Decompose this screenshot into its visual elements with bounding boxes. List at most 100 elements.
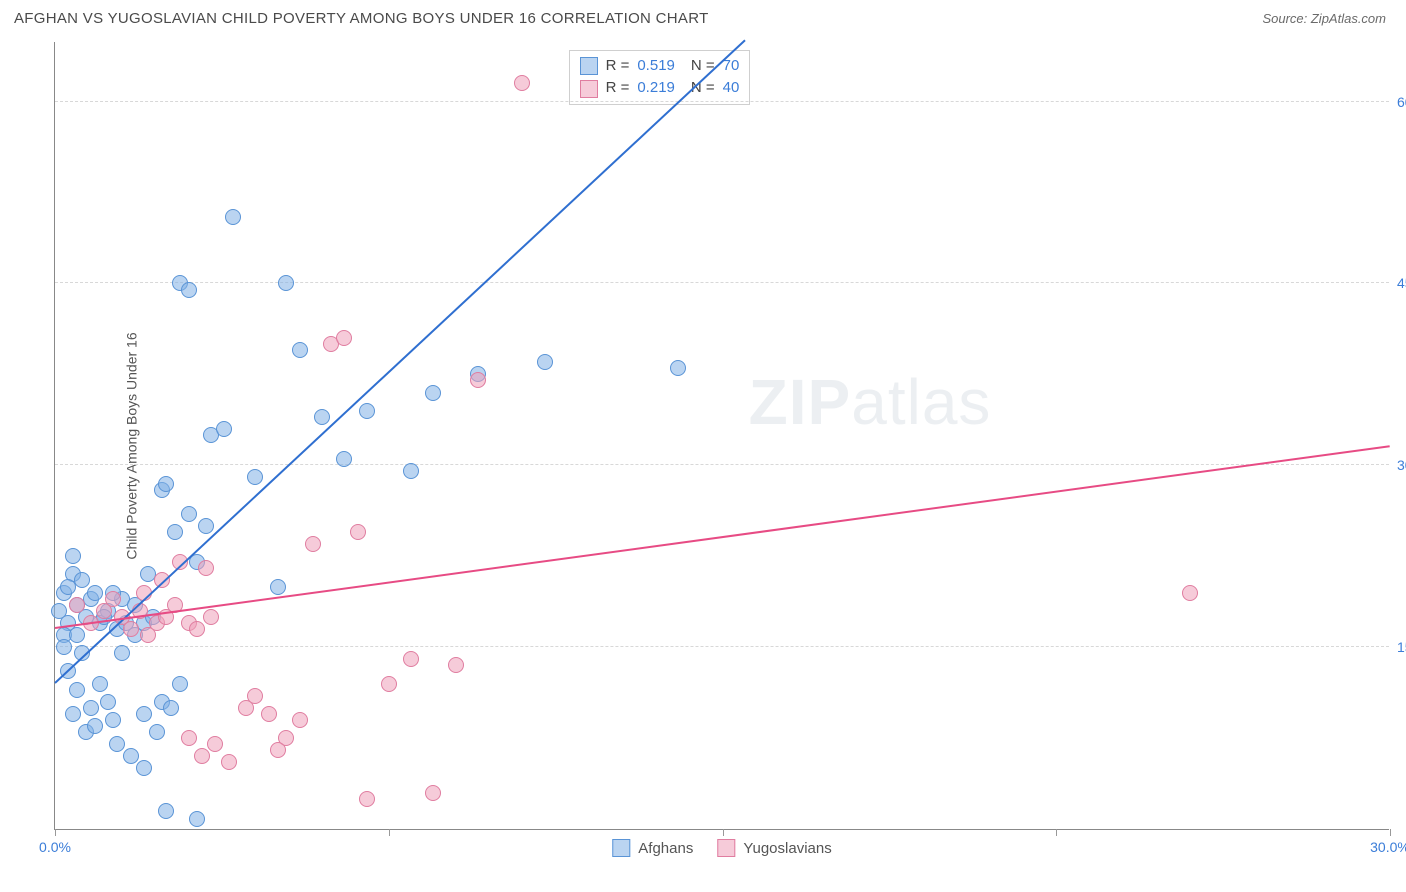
data-point-yugoslavians [381,676,397,692]
data-point-afghans [167,524,183,540]
data-point-afghans [403,463,419,479]
legend: Afghans Yugoslavians [612,839,831,857]
data-point-afghans [136,706,152,722]
gridline [55,101,1389,102]
data-point-afghans [670,360,686,376]
y-tick-label: 45.0% [1397,275,1406,291]
data-point-afghans [270,579,286,595]
data-point-afghans [87,585,103,601]
data-point-afghans [163,700,179,716]
data-point-yugoslavians [203,609,219,625]
data-point-afghans [87,718,103,734]
data-point-yugoslavians [336,330,352,346]
data-point-afghans [51,603,67,619]
stat-r-afghans: 0.519 [637,55,675,78]
y-tick-label: 60.0% [1397,94,1406,110]
data-point-yugoslavians [514,75,530,91]
data-point-yugoslavians [359,791,375,807]
data-point-afghans [225,209,241,225]
data-point-yugoslavians [403,651,419,667]
data-point-yugoslavians [247,688,263,704]
gridline [55,464,1389,465]
data-point-yugoslavians [270,742,286,758]
data-point-afghans [336,451,352,467]
data-point-afghans [278,275,294,291]
data-point-afghans [105,712,121,728]
data-point-afghans [198,518,214,534]
legend-label: Afghans [638,840,693,857]
data-point-yugoslavians [207,736,223,752]
data-point-afghans [136,760,152,776]
x-tick-mark [1056,829,1057,836]
y-tick-label: 30.0% [1397,457,1406,473]
watermark: ZIPatlas [749,365,992,439]
x-tick-label: 0.0% [39,839,71,855]
data-point-afghans [65,706,81,722]
x-tick-label: 30.0% [1370,839,1406,855]
x-tick-mark [723,829,724,836]
y-tick-label: 15.0% [1397,639,1406,655]
data-point-afghans [114,645,130,661]
stat-r-yugoslavians: 0.219 [637,77,675,100]
x-tick-mark [55,829,56,836]
data-point-yugoslavians [448,657,464,673]
data-point-afghans [425,385,441,401]
data-point-afghans [247,469,263,485]
data-point-yugoslavians [261,706,277,722]
legend-item-yugoslavians: Yugoslavians [717,839,831,857]
data-point-afghans [109,736,125,752]
trendline-afghans [54,39,745,683]
data-point-afghans [537,354,553,370]
data-point-afghans [100,694,116,710]
legend-label: Yugoslavians [743,840,831,857]
data-point-afghans [172,676,188,692]
data-point-yugoslavians [470,372,486,388]
data-point-afghans [123,748,139,764]
data-point-yugoslavians [1182,585,1198,601]
data-point-afghans [181,282,197,298]
data-point-yugoslavians [194,748,210,764]
gridline [55,646,1389,647]
x-tick-mark [389,829,390,836]
stat-r-label: R = [606,77,630,100]
data-point-yugoslavians [350,524,366,540]
data-point-yugoslavians [198,560,214,576]
data-point-yugoslavians [305,536,321,552]
swatch-afghans [580,57,598,75]
swatch-yugoslavians [580,80,598,98]
data-point-afghans [292,342,308,358]
data-point-afghans [158,803,174,819]
data-point-yugoslavians [425,785,441,801]
data-point-yugoslavians [221,754,237,770]
data-point-afghans [149,724,165,740]
data-point-afghans [314,409,330,425]
stat-r-label: R = [606,55,630,78]
gridline [55,282,1389,283]
legend-item-afghans: Afghans [612,839,693,857]
legend-swatch-afghans [612,839,630,857]
legend-swatch-yugoslavians [717,839,735,857]
data-point-yugoslavians [123,621,139,637]
x-tick-mark [1390,829,1391,836]
data-point-yugoslavians [181,730,197,746]
data-point-yugoslavians [105,591,121,607]
data-point-afghans [56,639,72,655]
data-point-afghans [216,421,232,437]
data-point-afghans [74,572,90,588]
stat-n-label: N = [691,55,715,78]
data-point-yugoslavians [189,621,205,637]
stats-row-yugoslavians: R = 0.219 N = 40 [580,77,740,100]
source-attribution: Source: ZipAtlas.com [1262,11,1386,26]
data-point-afghans [65,548,81,564]
data-point-afghans [158,476,174,492]
stat-n-yugoslavians: 40 [723,77,740,100]
data-point-afghans [359,403,375,419]
data-point-afghans [69,627,85,643]
scatter-chart: ZIPatlas R = 0.519 N = 70 R = 0.219 N = … [54,42,1389,830]
data-point-afghans [181,506,197,522]
data-point-afghans [69,682,85,698]
data-point-afghans [189,811,205,827]
data-point-yugoslavians [69,597,85,613]
chart-title: AFGHAN VS YUGOSLAVIAN CHILD POVERTY AMON… [14,10,709,27]
data-point-yugoslavians [292,712,308,728]
